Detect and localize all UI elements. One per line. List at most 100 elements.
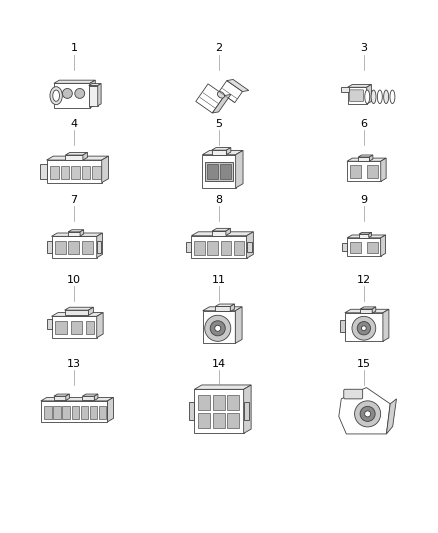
Polygon shape [68,232,80,236]
FancyBboxPatch shape [350,90,364,101]
Polygon shape [203,311,235,343]
FancyBboxPatch shape [213,413,225,428]
Circle shape [75,88,85,99]
FancyBboxPatch shape [213,394,225,409]
Polygon shape [244,385,251,433]
FancyBboxPatch shape [71,406,79,418]
Polygon shape [82,394,98,396]
Polygon shape [383,309,389,341]
Polygon shape [52,317,97,338]
Text: 1: 1 [71,43,78,53]
Polygon shape [372,307,376,313]
Polygon shape [215,304,234,306]
Text: 6: 6 [360,119,367,129]
FancyBboxPatch shape [367,165,378,177]
Polygon shape [88,307,93,316]
Polygon shape [230,304,234,311]
Polygon shape [189,402,194,421]
Polygon shape [215,306,230,311]
Polygon shape [212,228,230,231]
Polygon shape [347,161,381,181]
Text: 3: 3 [360,43,367,53]
FancyBboxPatch shape [194,241,205,255]
Polygon shape [340,320,345,332]
Polygon shape [54,80,95,83]
Polygon shape [65,310,88,316]
Polygon shape [348,87,367,104]
FancyBboxPatch shape [53,406,60,418]
Text: 4: 4 [71,119,78,129]
Polygon shape [235,307,242,343]
Polygon shape [347,158,386,161]
FancyBboxPatch shape [220,241,231,255]
Polygon shape [381,235,385,256]
Polygon shape [247,232,253,259]
FancyBboxPatch shape [50,166,59,180]
Polygon shape [66,394,69,400]
Polygon shape [54,83,90,108]
Polygon shape [54,396,66,400]
Circle shape [205,315,231,341]
FancyBboxPatch shape [63,406,70,418]
Ellipse shape [50,87,62,104]
FancyBboxPatch shape [205,162,233,181]
Polygon shape [52,236,97,258]
FancyBboxPatch shape [233,241,244,255]
Polygon shape [41,401,107,422]
FancyBboxPatch shape [92,166,101,180]
Text: 2: 2 [215,43,223,53]
Polygon shape [347,235,385,238]
Polygon shape [345,313,383,341]
Polygon shape [347,238,381,256]
Polygon shape [236,150,243,188]
Polygon shape [46,160,102,183]
FancyBboxPatch shape [367,241,378,253]
FancyBboxPatch shape [82,241,93,254]
Text: 9: 9 [360,195,367,205]
Polygon shape [194,389,244,433]
Polygon shape [46,156,109,160]
FancyBboxPatch shape [227,394,239,409]
FancyBboxPatch shape [198,394,210,409]
Polygon shape [341,87,349,92]
Circle shape [352,317,376,340]
Polygon shape [83,152,88,160]
Polygon shape [226,228,230,236]
Text: 12: 12 [357,274,371,285]
Polygon shape [370,155,373,161]
Ellipse shape [371,90,376,103]
Ellipse shape [365,90,370,103]
Polygon shape [219,80,243,102]
Polygon shape [65,152,88,155]
Polygon shape [102,156,109,183]
Polygon shape [202,155,236,188]
Polygon shape [381,158,386,181]
Circle shape [357,321,371,335]
Polygon shape [342,243,347,252]
Polygon shape [360,309,372,313]
FancyBboxPatch shape [344,389,363,399]
FancyBboxPatch shape [220,164,231,179]
Text: 7: 7 [71,195,78,205]
FancyBboxPatch shape [207,164,218,179]
Polygon shape [107,398,113,422]
Ellipse shape [217,92,225,98]
Ellipse shape [53,90,60,101]
Polygon shape [227,79,249,92]
Polygon shape [90,80,95,108]
Polygon shape [359,232,371,234]
Ellipse shape [390,90,395,103]
Ellipse shape [384,90,389,103]
Polygon shape [68,230,84,232]
FancyBboxPatch shape [55,241,66,254]
Text: 14: 14 [212,359,226,369]
FancyBboxPatch shape [99,406,106,418]
FancyBboxPatch shape [71,321,82,334]
Polygon shape [386,399,396,434]
Circle shape [215,325,221,332]
Polygon shape [358,157,370,161]
Polygon shape [82,396,94,400]
Polygon shape [226,148,231,155]
FancyBboxPatch shape [208,241,218,255]
Polygon shape [345,309,389,313]
